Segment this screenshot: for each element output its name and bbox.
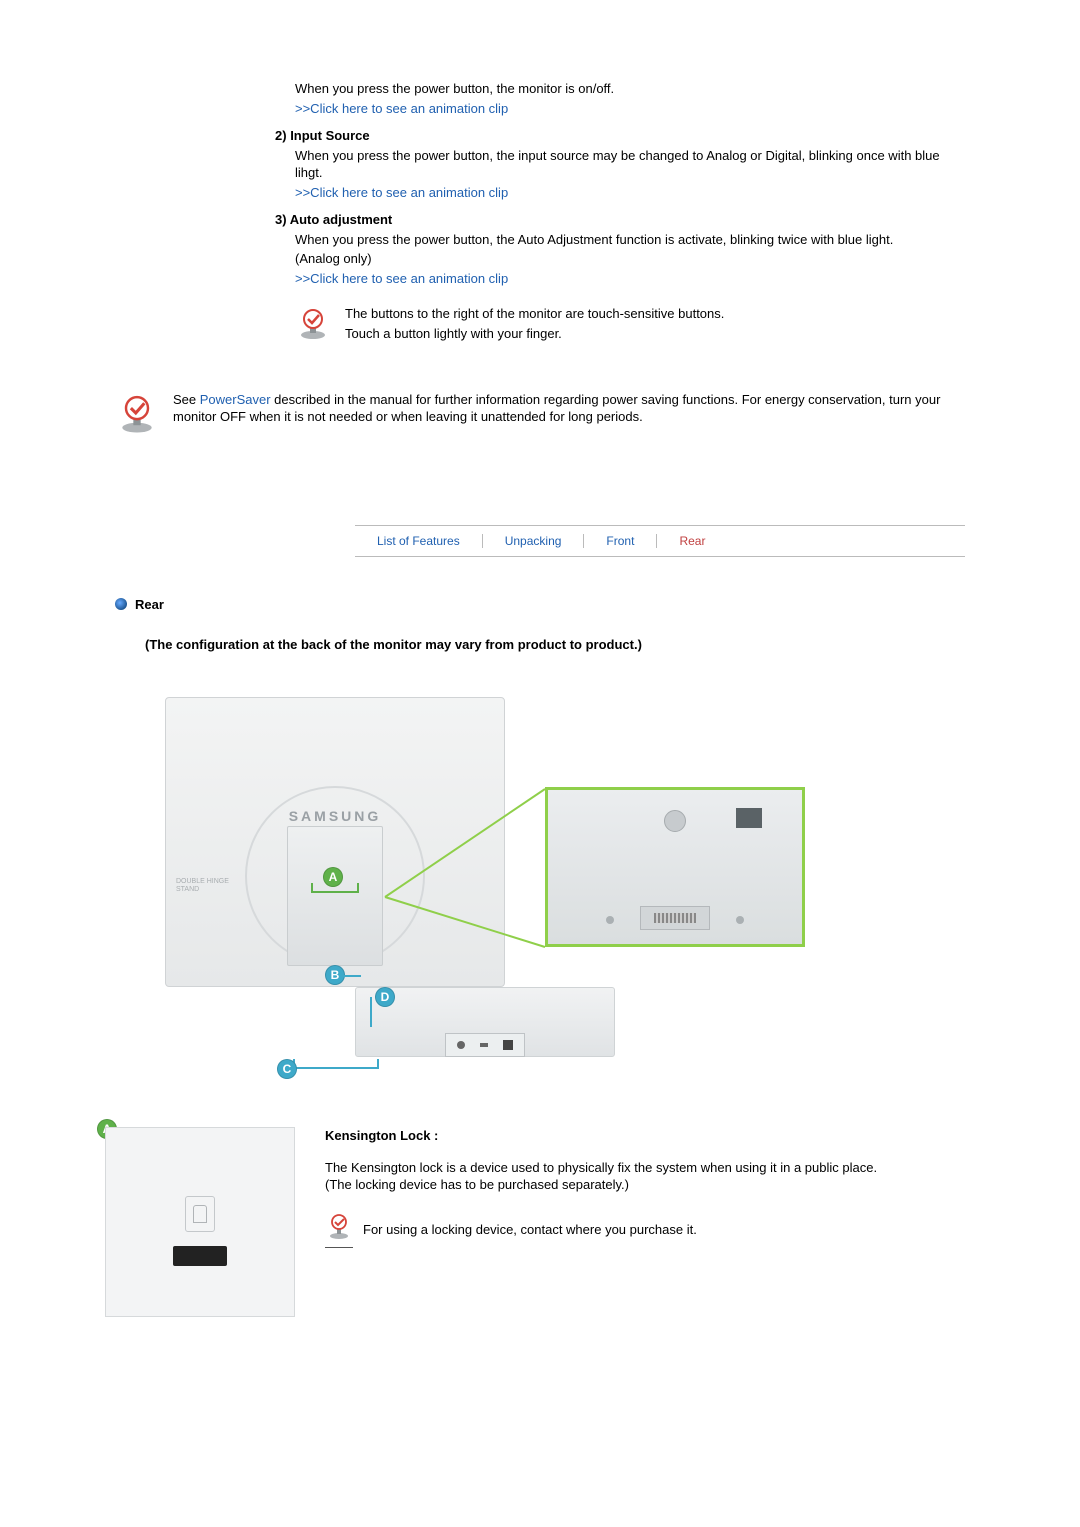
touch-line2: Touch a button lightly with your finger. xyxy=(345,325,965,343)
label-D-badge: D xyxy=(375,987,395,1007)
item-heading: 2) Input Source xyxy=(275,127,965,145)
item-body: When you press the power button, the inp… xyxy=(295,147,965,182)
powersaver-suffix: described in the manual for further info… xyxy=(173,392,940,425)
config-note: (The configuration at the back of the mo… xyxy=(145,636,965,654)
tab-rear[interactable]: Rear xyxy=(657,534,727,548)
kensington-title: Kensington Lock : xyxy=(325,1127,965,1145)
powersaver-text: See PowerSaver described in the manual f… xyxy=(173,391,965,426)
touch-line1: The buttons to the right of the monitor … xyxy=(345,305,965,323)
tab-unpacking[interactable]: Unpacking xyxy=(483,534,585,548)
powersaver-prefix: See xyxy=(173,392,200,407)
powersaver-link[interactable]: PowerSaver xyxy=(200,392,271,407)
tab-features[interactable]: List of Features xyxy=(355,534,483,548)
touch-note-text: The buttons to the right of the monitor … xyxy=(345,305,965,344)
port-icon xyxy=(480,1043,488,1047)
powersaver-row: See PowerSaver described in the manual f… xyxy=(115,391,965,435)
item-heading: 3) Auto adjustment xyxy=(275,211,965,229)
b-line xyxy=(343,975,361,977)
bullet-icon xyxy=(115,598,127,610)
power-description: When you press the power button, the mon… xyxy=(295,80,965,117)
item-number: 2) xyxy=(275,128,287,143)
stand-neck xyxy=(287,826,383,966)
zoom-dot-icon xyxy=(736,916,744,924)
zoom-dot-icon xyxy=(606,916,614,924)
note-icon xyxy=(295,305,331,341)
port-icon xyxy=(457,1041,465,1049)
rear-image: SAMSUNG DOUBLE HINGESTAND A xyxy=(165,697,805,1077)
zoom-slot xyxy=(640,906,710,930)
note-icon xyxy=(115,391,159,435)
kensington-image-wrap: A xyxy=(105,1127,295,1317)
zoom-square-icon xyxy=(736,808,762,828)
item-title: Auto adjustment xyxy=(290,212,393,227)
rear-heading-row: Rear xyxy=(115,597,965,612)
lock-bar-icon xyxy=(173,1246,227,1266)
item-input-source: 2) Input Source When you press the power… xyxy=(275,127,965,201)
page: When you press the power button, the mon… xyxy=(0,0,1080,1377)
lock-slot-icon xyxy=(185,1196,215,1232)
tab-front[interactable]: Front xyxy=(584,534,657,548)
section-tabs: List of Features Unpacking Front Rear xyxy=(355,525,965,557)
item-body2: (Analog only) xyxy=(295,250,965,268)
label-C-badge: C xyxy=(277,1059,297,1079)
brand-text: SAMSUNG xyxy=(289,808,382,824)
kensington-body1: The Kensington lock is a device used to … xyxy=(325,1159,965,1177)
item-auto-adjustment: 3) Auto adjustment When you press the po… xyxy=(275,211,965,287)
kensington-image xyxy=(105,1127,295,1317)
animation-link-input[interactable]: >>Click here to see an animation clip xyxy=(295,185,508,200)
animation-link-auto[interactable]: >>Click here to see an animation clip xyxy=(295,271,508,286)
item-number: 3) xyxy=(275,212,287,227)
port-strip xyxy=(445,1033,525,1057)
label-A-badge: A xyxy=(323,867,343,887)
kensington-note-iconwrap xyxy=(325,1212,353,1248)
kensington-text: Kensington Lock : The Kensington lock is… xyxy=(325,1127,965,1248)
power-line: When you press the power button, the mon… xyxy=(295,80,965,98)
item-title: Input Source xyxy=(290,128,369,143)
zoom-panel xyxy=(545,787,805,947)
touch-note-row: The buttons to the right of the monitor … xyxy=(295,305,965,344)
zoom-circle-icon xyxy=(664,810,686,832)
animation-link-power[interactable]: >>Click here to see an animation clip xyxy=(295,101,508,116)
kensington-row: A Kensington Lock : The Kensington lock … xyxy=(105,1127,965,1317)
d-line xyxy=(370,997,372,1027)
note-icon xyxy=(325,1212,353,1240)
item-body1: When you press the power button, the Aut… xyxy=(295,231,965,249)
label-B-badge: B xyxy=(325,965,345,985)
kensington-subnote: For using a locking device, contact wher… xyxy=(325,1212,965,1248)
bracket-C xyxy=(293,1059,379,1069)
kensington-note-text: For using a locking device, contact wher… xyxy=(363,1221,697,1239)
rear-heading: Rear xyxy=(135,597,164,612)
kensington-body2: (The locking device has to be purchased … xyxy=(325,1176,965,1194)
port-icon xyxy=(503,1040,513,1050)
monitor-rear-panel: SAMSUNG DOUBLE HINGESTAND xyxy=(165,697,505,987)
lock-icon xyxy=(193,1205,207,1223)
hinge-label: DOUBLE HINGESTAND xyxy=(176,878,229,893)
